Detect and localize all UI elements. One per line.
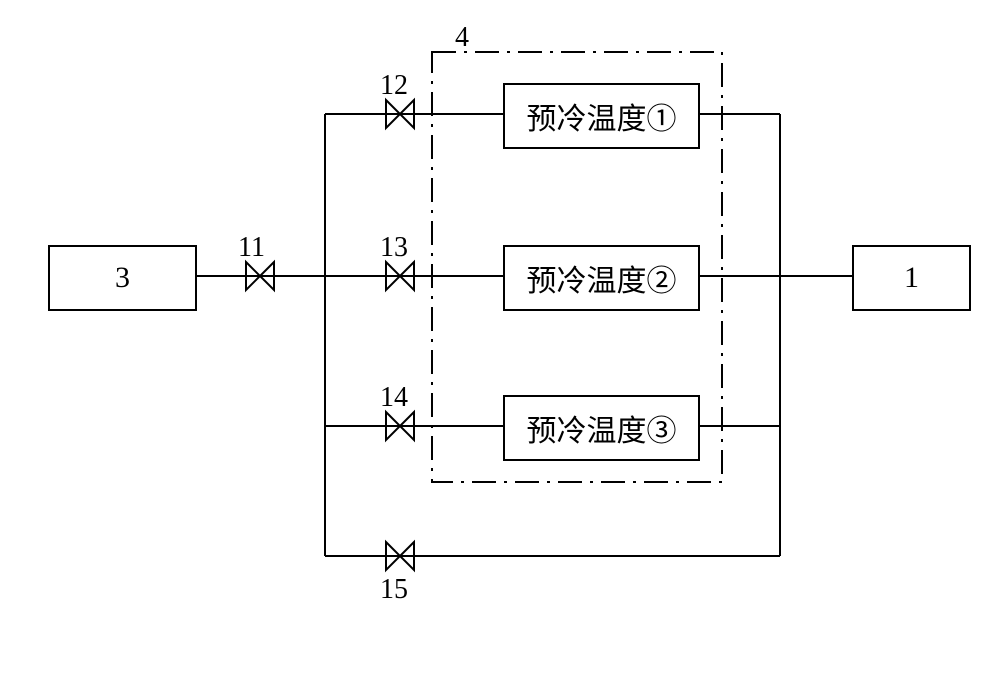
precool-stage: 预冷温度① <box>503 83 700 149</box>
valve-label: 14 <box>380 382 408 414</box>
valve-label: 13 <box>380 232 408 264</box>
precool-stage-label: 预冷温度① <box>527 94 677 138</box>
valves <box>246 100 414 570</box>
destination-box-label: 1 <box>904 261 919 295</box>
diagram-canvas <box>0 0 1000 673</box>
connection-lines <box>193 114 852 556</box>
precool-stage-label: 预冷温度② <box>527 256 677 300</box>
precool-stage: 预冷温度③ <box>503 395 700 461</box>
valve-label: 12 <box>380 70 408 102</box>
valve-label: 15 <box>380 574 408 606</box>
precool-stage: 预冷温度② <box>503 245 700 311</box>
destination-box: 1 <box>852 245 971 311</box>
source-box-label: 3 <box>115 261 130 295</box>
precool-stage-label: 预冷温度③ <box>527 406 677 450</box>
source-box: 3 <box>48 245 197 311</box>
valve-label: 11 <box>238 232 265 264</box>
group-label: 4 <box>455 22 469 54</box>
